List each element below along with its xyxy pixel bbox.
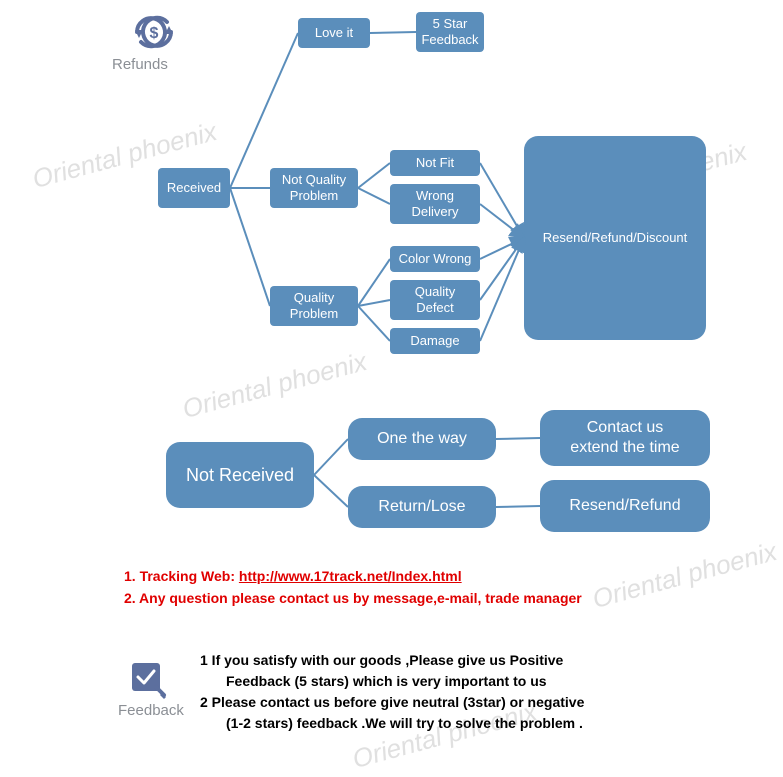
feedback-icon xyxy=(126,657,182,706)
node-contact_us: Contact usextend the time xyxy=(540,410,710,466)
feedback-line-1: 1 If you satisfy with our goods ,Please … xyxy=(200,650,680,671)
feedback-text: 1 If you satisfy with our goods ,Please … xyxy=(200,650,680,734)
node-five_star: 5 StarFeedback xyxy=(416,12,484,52)
node-return_lose: Return/Lose xyxy=(348,486,496,528)
tracking-link[interactable]: http://www.17track.net/Index.html xyxy=(239,568,462,584)
node-received: Received xyxy=(158,168,230,208)
node-wrong_deliv: WrongDelivery xyxy=(390,184,480,224)
feedback-line-1b: Feedback (5 stars) which is very importa… xyxy=(200,671,680,692)
refunds-label: Refunds xyxy=(112,56,168,73)
node-quality: QualityProblem xyxy=(270,286,358,326)
feedback-line-2: 2 Please contact us before give neutral … xyxy=(200,692,680,713)
node-resend_big: Resend/Refund/Discount xyxy=(524,136,706,340)
node-damage: Damage xyxy=(390,328,480,354)
note-2: 2. Any question please contact us by mes… xyxy=(124,587,582,609)
node-not_fit: Not Fit xyxy=(390,150,480,176)
svg-text:$: $ xyxy=(150,25,159,42)
node-on_the_way: One the way xyxy=(348,418,496,460)
notes-block: 1. Tracking Web: http://www.17track.net/… xyxy=(124,565,582,610)
feedback-label: Feedback xyxy=(118,702,184,719)
watermark: Oriental phoenix xyxy=(589,536,780,615)
node-not_received: Not Received xyxy=(166,442,314,508)
node-resend_refund: Resend/Refund xyxy=(540,480,710,532)
feedback-line-2b: (1-2 stars) feedback .We will try to sol… xyxy=(200,713,680,734)
node-not_quality: Not QualityProblem xyxy=(270,168,358,208)
node-love_it: Love it xyxy=(298,18,370,48)
note-1-label: 1. Tracking Web: xyxy=(124,568,239,584)
node-quality_def: QualityDefect xyxy=(390,280,480,320)
refunds-icon: $ xyxy=(126,12,182,52)
node-color_wrong: Color Wrong xyxy=(390,246,480,272)
watermark: Oriental phoenix xyxy=(179,346,370,425)
